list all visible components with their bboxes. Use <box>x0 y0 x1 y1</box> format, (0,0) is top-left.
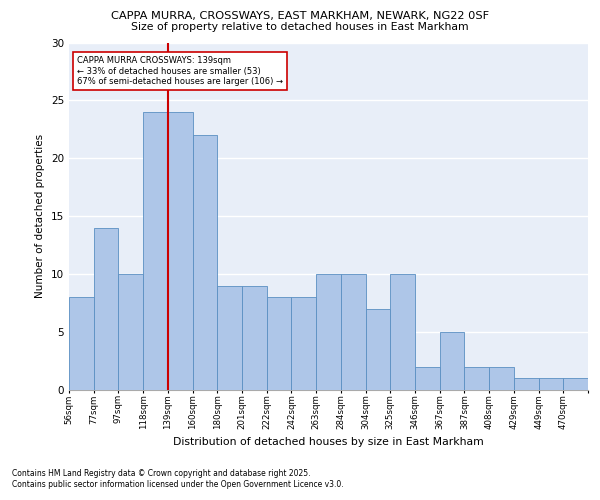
Text: Contains HM Land Registry data © Crown copyright and database right 2025.: Contains HM Land Registry data © Crown c… <box>12 468 311 477</box>
Bar <box>94 228 118 390</box>
Bar <box>242 286 267 390</box>
Bar <box>440 332 464 390</box>
Text: Contains public sector information licensed under the Open Government Licence v3: Contains public sector information licen… <box>12 480 344 489</box>
Bar <box>292 298 316 390</box>
Bar <box>143 112 168 390</box>
X-axis label: Distribution of detached houses by size in East Markham: Distribution of detached houses by size … <box>173 438 484 448</box>
Bar <box>217 286 242 390</box>
Bar <box>390 274 415 390</box>
Bar <box>267 298 292 390</box>
Bar <box>316 274 341 390</box>
Bar <box>365 309 390 390</box>
Bar <box>514 378 539 390</box>
Text: CAPPA MURRA CROSSWAYS: 139sqm
← 33% of detached houses are smaller (53)
67% of s: CAPPA MURRA CROSSWAYS: 139sqm ← 33% of d… <box>77 56 283 86</box>
Bar <box>69 298 94 390</box>
Text: Size of property relative to detached houses in East Markham: Size of property relative to detached ho… <box>131 22 469 32</box>
Bar <box>464 367 489 390</box>
Bar <box>415 367 440 390</box>
Bar <box>193 135 217 390</box>
Bar <box>563 378 588 390</box>
Bar <box>118 274 143 390</box>
Bar <box>341 274 365 390</box>
Bar <box>539 378 563 390</box>
Bar <box>489 367 514 390</box>
Y-axis label: Number of detached properties: Number of detached properties <box>35 134 46 298</box>
Text: CAPPA MURRA, CROSSWAYS, EAST MARKHAM, NEWARK, NG22 0SF: CAPPA MURRA, CROSSWAYS, EAST MARKHAM, NE… <box>111 11 489 21</box>
Bar <box>168 112 193 390</box>
